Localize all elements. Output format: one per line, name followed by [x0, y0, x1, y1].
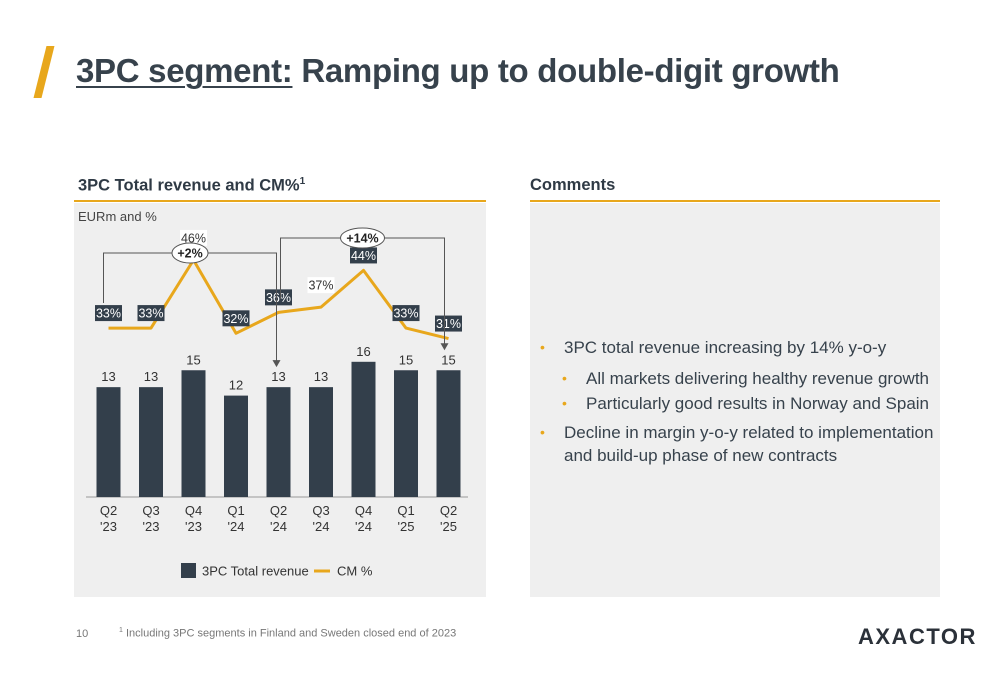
- cm-label: 31%: [436, 317, 461, 331]
- comment-bullet: • Particularly good results in Norway and…: [540, 392, 940, 415]
- comments-panel-rule: [530, 200, 940, 202]
- chart-legend: 3PC Total revenue CM %: [181, 563, 373, 579]
- footnote-text: Including 3PC segments in Finland and Sw…: [122, 627, 457, 640]
- revenue-bar: [394, 370, 418, 497]
- x-tick-label: Q4'24: [355, 503, 372, 534]
- revenue-cm-chart: 13 13 15 12 13 13 16 15 15 33% 33% 46% 32% 36% 37% 44% 3…: [86, 227, 468, 579]
- chart-panel-rule: [74, 200, 486, 202]
- growth-badge: [340, 227, 385, 249]
- revenue-bar: [181, 370, 206, 497]
- cm-label-box: [95, 305, 122, 322]
- cm-label: 33%: [393, 307, 418, 321]
- revenue-bar-label: 15: [441, 352, 455, 367]
- comment-bullet: • Decline in margin y-o-y related to impl…: [540, 421, 940, 467]
- comments-heading: Comments: [530, 176, 616, 194]
- cm-label-box: [265, 289, 292, 306]
- comment-text: All markets delivering healthy revenue g…: [586, 369, 930, 388]
- revenue-bar-label: 13: [271, 369, 285, 384]
- revenue-bar: [309, 387, 333, 497]
- page-title-underlined: 3PC segment:: [76, 52, 293, 89]
- comment-text: Particularly good results in Norway and …: [586, 394, 930, 413]
- bullet-dot-icon: •: [540, 424, 545, 440]
- x-tick-label: Q3'24: [312, 503, 329, 534]
- revenue-bar: [436, 370, 461, 497]
- cm-label: 33%: [96, 307, 121, 321]
- cm-label: 37%: [308, 279, 333, 293]
- revenue-bar: [224, 395, 248, 497]
- revenue-bar: [266, 387, 291, 497]
- chart-panel-heading-text: 3PC Total revenue and CM%: [78, 176, 300, 195]
- legend-line-label: CM %: [337, 564, 373, 579]
- comment-bullet: • All markets delivering healthy revenue …: [540, 367, 940, 390]
- bullet-dot-icon: •: [562, 395, 567, 411]
- x-tick-label: Q1'24: [227, 503, 244, 534]
- title-accent-slash: [33, 46, 55, 98]
- bullet-dot-icon: •: [540, 339, 545, 355]
- x-tick-label: Q2'25: [440, 503, 457, 534]
- cm-label: 36%: [266, 291, 291, 305]
- chart-units: EURm and %: [78, 209, 157, 224]
- revenue-bar: [351, 361, 376, 497]
- cm-label-box: [137, 305, 165, 322]
- cm-label-box: [180, 229, 207, 246]
- growth-badge: [171, 242, 209, 264]
- page-title: 3PC segment: Ramping up to double-digit …: [76, 52, 840, 90]
- revenue-bar-label: 13: [101, 369, 115, 384]
- cm-label: 32%: [223, 312, 248, 326]
- growth-badge-label: +14%: [346, 232, 378, 246]
- cm-label: 33%: [138, 307, 163, 321]
- growth-bracket: [103, 252, 277, 362]
- cm-label-box: [222, 310, 250, 327]
- page-number: 10: [76, 628, 89, 640]
- page-title-rest: Ramping up to double-digit growth: [292, 52, 840, 89]
- comments-list: • 3PC total revenue increasing by 14% y-o…: [540, 336, 940, 475]
- growth-badge-label: +2%: [177, 247, 202, 261]
- legend-bar-swatch: [181, 563, 196, 578]
- x-tick-label: Q2'24: [270, 503, 287, 534]
- cm-label-box: [392, 305, 420, 322]
- x-tick-label: Q4'23: [185, 503, 202, 534]
- footnote: 1 Including 3PC segments in Finland and …: [119, 627, 456, 640]
- comments-panel: [530, 203, 940, 597]
- x-tick-label: Q3'23: [142, 503, 159, 534]
- cm-label: 46%: [181, 231, 206, 245]
- x-tick-label: Q1'25: [397, 503, 414, 534]
- legend-bar-label: 3PC Total revenue: [202, 564, 309, 579]
- revenue-bar-label: 13: [314, 369, 328, 384]
- comment-bullet: • 3PC total revenue increasing by 14% y-o…: [540, 336, 940, 359]
- revenue-bar-label: 15: [399, 352, 413, 367]
- comment-text: 3PC total revenue increasing by 14% y-o-…: [564, 338, 887, 357]
- arrow-head-icon: [440, 343, 449, 351]
- chart-panel-heading: 3PC Total revenue and CM%1: [78, 176, 305, 196]
- cm-line: [108, 258, 449, 341]
- axactor-logo: AXACTOR: [858, 624, 977, 649]
- revenue-bar: [96, 387, 121, 497]
- revenue-bar: [139, 387, 163, 497]
- x-tick-label: Q2'23: [100, 503, 117, 534]
- chart-panel-heading-sup: 1: [299, 176, 306, 187]
- bullet-dot-icon: •: [562, 370, 567, 386]
- revenue-bar-label: 15: [186, 352, 200, 367]
- footnote-marker: 1: [119, 627, 123, 634]
- revenue-bar-label: 13: [144, 369, 158, 384]
- arrow-head-icon: [272, 360, 281, 368]
- comment-text: Decline in margin y-o-y related to imple…: [564, 423, 934, 465]
- cm-label-box: [307, 277, 335, 294]
- cm-label-box: [435, 315, 462, 332]
- revenue-bar-label: 16: [356, 344, 370, 359]
- cm-label: 44%: [351, 249, 376, 263]
- cm-label-box: [350, 247, 377, 264]
- revenue-bar-label: 12: [229, 378, 243, 393]
